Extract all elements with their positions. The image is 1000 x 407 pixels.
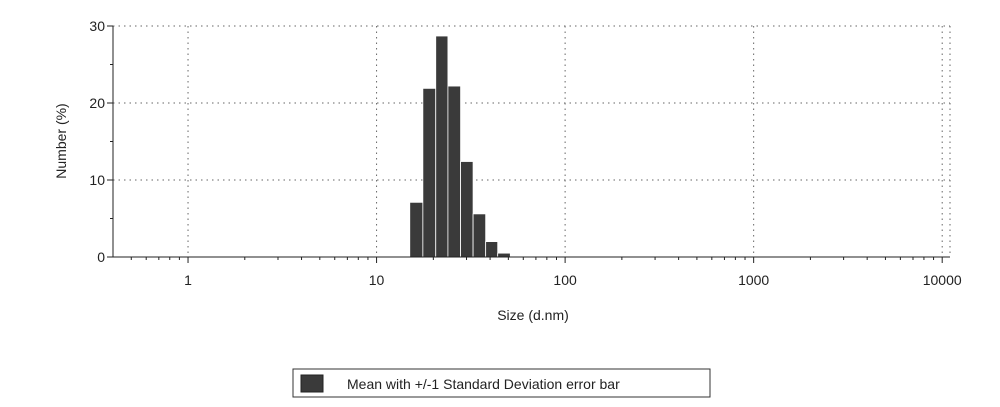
legend-label: Mean with +/-1 Standard Deviation error … [347,376,620,392]
histogram-bar [485,241,499,258]
x-tick-label: 10000 [923,272,962,288]
grid-lines [113,25,951,257]
histogram-bar [447,85,461,258]
legend-swatch [300,374,324,393]
histogram-bar [497,252,511,258]
y-tick-label: 30 [89,18,105,34]
histogram-bar [435,35,449,258]
x-tick-label: 1000 [738,272,769,288]
x-tick-label: 1 [184,272,192,288]
axes: 0 10 20 30 1 10 100 1000 10000 [89,18,961,288]
legend: Mean with +/-1 Standard Deviation error … [292,368,711,398]
histogram-bar [409,201,424,258]
y-axis-label: Number (%) [53,103,69,178]
y-tick-label: 20 [89,95,105,111]
histogram-bar [460,161,474,258]
y-tick-label: 10 [89,172,105,188]
histogram-bars [409,35,511,258]
legend-border [292,368,711,398]
x-tick-label: 100 [553,272,577,288]
histogram-bar [422,87,437,258]
x-axis-label: Size (d.nm) [497,307,569,323]
y-tick-label: 0 [97,249,105,265]
x-tick-label: 10 [369,272,385,288]
histogram-bar [472,213,487,258]
